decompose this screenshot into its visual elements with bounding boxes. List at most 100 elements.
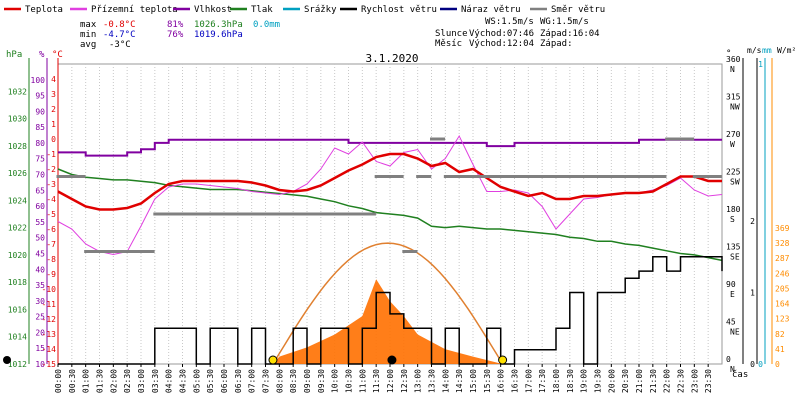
wind-direction-point — [570, 175, 574, 178]
direction-tick-label: 135 — [726, 243, 741, 252]
solar-tick-label: 164 — [775, 300, 790, 309]
temperature-tick-label: 1 — [51, 120, 56, 129]
wind-direction-point — [542, 175, 546, 178]
direction-tick-label: S — [730, 215, 735, 224]
stat-min-pressure: 1019.6hPa — [194, 30, 243, 40]
wind-direction-point — [149, 250, 153, 253]
wind-direction-point — [194, 212, 198, 216]
wind-direction-point — [682, 137, 686, 141]
pressure-tick-label: 1016 — [8, 305, 27, 314]
wind-direction-point — [647, 175, 651, 178]
direction-tick-label: W — [730, 140, 735, 149]
wind-gust-info: WG:1.5m/s — [540, 17, 589, 27]
wind-direction-point — [661, 175, 665, 178]
wind-direction-point — [270, 212, 274, 216]
wind-direction-point — [182, 212, 186, 216]
direction-tick-label: N — [730, 65, 735, 74]
wind-direction-point — [217, 212, 221, 216]
pressure-tick-label: 1018 — [8, 278, 27, 287]
wind-direction-point — [262, 212, 266, 216]
rain-tick-label: 1 — [758, 60, 763, 69]
wind-direction-point — [625, 175, 629, 178]
x-tick-label: 01:00 — [82, 369, 91, 393]
wind-direction-point — [244, 212, 248, 216]
wind-direction-point — [137, 250, 141, 253]
wind-direction-point — [424, 175, 428, 178]
temperature-tick-label: -7 — [46, 240, 56, 249]
wind-direction-point — [559, 175, 563, 178]
wind-direction-point — [203, 212, 207, 216]
wind-direction-point — [213, 212, 217, 216]
wind-direction-point — [353, 212, 357, 216]
wind-direction-point — [430, 137, 433, 141]
wind-direction-point — [718, 175, 722, 178]
wind-direction-point — [585, 175, 589, 178]
pressure-tick-label: 1024 — [8, 196, 27, 205]
wind-direction-point — [419, 175, 423, 178]
x-tick-label: 15:00 — [469, 369, 478, 393]
wind-direction-point — [523, 175, 527, 178]
x-tick-label: 14:00 — [441, 369, 450, 393]
humidity-tick-label: 85 — [35, 123, 45, 132]
x-tick-label: 22:00 — [663, 369, 672, 393]
wind-direction-point — [540, 175, 544, 178]
sun-event-marker — [268, 355, 278, 365]
wind-direction-point — [597, 175, 601, 178]
wind-direction-point — [516, 175, 520, 178]
wind-direction-point — [68, 175, 72, 178]
wind-direction-point — [220, 212, 224, 216]
wind-direction-point — [350, 212, 354, 216]
wind-direction-point — [445, 175, 449, 178]
wind-direction-point — [478, 175, 482, 178]
x-tick-label: 17:30 — [538, 369, 547, 393]
wind-direction-point — [312, 212, 316, 216]
wind-direction-point — [334, 212, 338, 216]
wind-direction-point — [63, 175, 67, 178]
wind-direction-point — [481, 175, 485, 178]
moon-label: Měsíc — [435, 39, 462, 49]
wind-direction-point — [232, 212, 236, 216]
wind-direction-point — [492, 175, 496, 178]
wind-direction-point — [96, 250, 100, 253]
wind-direction-point — [120, 250, 124, 253]
wind-direction-point — [474, 175, 478, 178]
wind-direction-point — [462, 175, 466, 178]
wind-direction-point — [308, 212, 312, 216]
wind-direction-point — [362, 212, 366, 216]
wind-direction-point — [78, 175, 82, 178]
direction-unit: ° — [726, 49, 731, 59]
wind-direction-point — [250, 212, 254, 216]
wind-direction-point — [454, 175, 458, 178]
wind-direction-point — [167, 212, 171, 216]
wind-direction-point — [58, 175, 62, 178]
temperature-tick-label: -13 — [42, 330, 57, 339]
wind-direction-point — [91, 250, 95, 253]
wind-direction-point — [615, 175, 619, 178]
x-tick-label: 21:30 — [649, 369, 658, 393]
wind-direction-point — [383, 175, 387, 178]
wind-direction-point — [366, 212, 370, 216]
humidity-tick-label: 35 — [35, 281, 45, 290]
temperature-line — [57, 152, 722, 211]
wind-direction-point — [161, 212, 165, 216]
wind-direction-point — [514, 175, 518, 178]
wind-direction-point — [528, 175, 532, 178]
wind-direction-point — [321, 212, 325, 216]
wind-direction-point — [493, 175, 497, 178]
x-tick-label: 04:00 — [165, 369, 174, 393]
wind-direction-point — [544, 175, 548, 178]
wind-direction-point — [566, 175, 570, 178]
humidity-tick-label: 20 — [35, 328, 45, 337]
wind-direction-point — [227, 212, 231, 216]
humidity-tick-label: 100 — [31, 76, 46, 85]
wind-direction-point — [659, 175, 663, 178]
legend-label: Směr větru — [551, 5, 605, 15]
wind-direction-point — [656, 175, 660, 178]
x-tick-label: 19:00 — [580, 369, 589, 393]
humidity-tick-label: 30 — [35, 297, 45, 306]
direction-tick-label: NE — [730, 328, 740, 337]
solar-tick-label: 123 — [775, 315, 790, 324]
wind-direction-point — [537, 175, 541, 178]
wind-direction-point — [473, 175, 477, 178]
wind-direction-point — [416, 175, 420, 178]
